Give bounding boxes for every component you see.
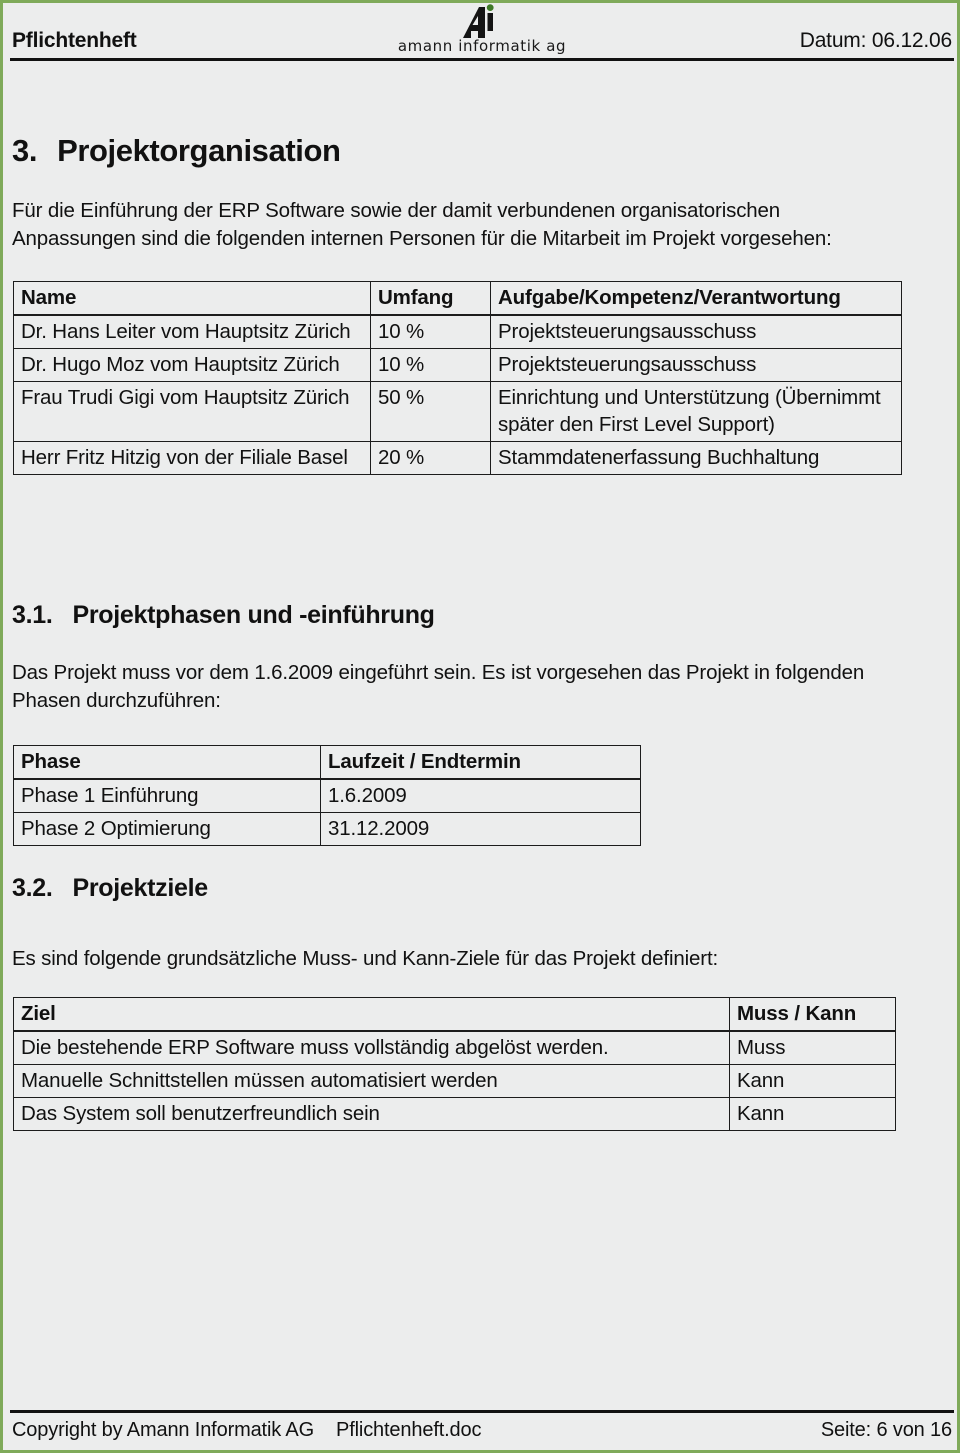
cell-muss-kann: Muss [729, 1030, 896, 1065]
cell-umfang: 10 % [370, 348, 491, 382]
heading-text: Projektziele [72, 874, 209, 902]
table-projektziele: Ziel Muss / Kann Die bestehende ERP Soft… [13, 997, 896, 1131]
footer-copyright: Copyright by Amann Informatik AG [12, 1419, 315, 1441]
document-body: 3. Projektorganisation Für die Einführung… [10, 61, 954, 1410]
table-row: Herr Fritz Hitzig von der Filiale Basel … [13, 441, 902, 475]
footer-copyright-group: Copyright by Amann Informatik AG Pflichte… [12, 1419, 481, 1442]
table-header-row: Name Umfang Aufgabe/Kompetenz/Verantwort… [13, 281, 902, 316]
cell-name: Dr. Hans Leiter vom Hauptsitz Zürich [13, 314, 371, 349]
heading-number: 3.2. [12, 874, 53, 902]
table-row: Die bestehende ERP Software muss vollstä… [13, 1030, 896, 1065]
cell-aufgabe: Stammdatenerfassung Buchhaltung [490, 441, 902, 475]
amann-a-logo-icon [458, 4, 506, 40]
table-row: Dr. Hans Leiter vom Hauptsitz Zürich 10 … [13, 314, 902, 349]
cell-name: Herr Fritz Hitzig von der Filiale Basel [13, 441, 371, 475]
cell-aufgabe: Einrichtung und Unterstützung (Übernimmt… [490, 381, 902, 442]
col-header-ziel: Ziel [13, 997, 730, 1032]
cell-phase: Phase 2 Optimierung [13, 812, 321, 846]
cell-name: Dr. Hugo Moz vom Hauptsitz Zürich [13, 348, 371, 382]
table-header-row: Phase Laufzeit / Endtermin [13, 745, 641, 780]
heading-text: Projektorganisation [57, 133, 341, 168]
cell-ziel: Manuelle Schnittstellen müssen automatis… [13, 1064, 730, 1098]
paragraph-projektorganisation-intro: Für die Einführung der ERP Software sowi… [12, 199, 832, 250]
table-projektorganisation: Name Umfang Aufgabe/Kompetenz/Verantwort… [13, 281, 902, 475]
cell-muss-kann: Kann [729, 1064, 896, 1098]
heading-projektphasen: 3.1. Projektphasen und -einführung [12, 601, 435, 630]
cell-aufgabe: Projektsteuerungsausschuss [490, 348, 902, 382]
cell-umfang: 50 % [370, 381, 491, 442]
table-projektphasen: Phase Laufzeit / Endtermin Phase 1 Einfü… [13, 745, 641, 846]
heading-projektorganisation: 3. Projektorganisation [12, 133, 341, 169]
table-row: Phase 1 Einführung 1.6.2009 [13, 778, 641, 813]
heading-number: 3. [12, 133, 38, 168]
cell-muss-kann: Kann [729, 1097, 896, 1131]
footer-filename: Pflichtenheft.doc [336, 1419, 482, 1441]
paragraph-projektphasen-intro: Das Projekt muss vor dem 1.6.2009 eingef… [12, 661, 865, 712]
heading-number: 3.1. [12, 601, 53, 629]
footer-page-number: Seite: 6 von 16 [820, 1419, 952, 1441]
page-header: Pflichtenheft amann informatik ag Datum:… [10, 3, 954, 61]
cell-aufgabe: Projektsteuerungsausschuss [490, 314, 902, 349]
cell-name: Frau Trudi Gigi vom Hauptsitz Zürich [13, 381, 371, 442]
table-row: Frau Trudi Gigi vom Hauptsitz Zürich 50 … [13, 381, 902, 442]
col-header-name: Name [13, 281, 371, 316]
col-header-phase: Phase [13, 745, 321, 780]
col-header-laufzeit: Laufzeit / Endtermin [320, 745, 641, 780]
heading-projektziele: 3.2. Projektziele [12, 874, 208, 903]
table-row: Manuelle Schnittstellen müssen automatis… [13, 1064, 896, 1098]
col-header-muss-kann: Muss / Kann [729, 997, 896, 1032]
cell-phase: Phase 1 Einführung [13, 778, 321, 813]
col-header-umfang: Umfang [370, 281, 491, 316]
page-footer: Copyright by Amann Informatik AG Pflichte… [10, 1410, 954, 1448]
cell-ziel: Das System soll benutzerfreundlich sein [13, 1097, 730, 1131]
cell-laufzeit: 1.6.2009 [320, 778, 641, 813]
col-header-aufgabe: Aufgabe/Kompetenz/Verantwortung [490, 281, 902, 316]
table-header-row: Ziel Muss / Kann [13, 997, 896, 1032]
heading-text: Projektphasen und -einführung [72, 601, 435, 629]
table-row: Das System soll benutzerfreundlich sein … [13, 1097, 896, 1131]
cell-ziel: Die bestehende ERP Software muss vollstä… [13, 1030, 730, 1065]
cell-umfang: 10 % [370, 314, 491, 349]
table-row: Phase 2 Optimierung 31.12.2009 [13, 812, 641, 846]
header-document-title: Pflichtenheft [12, 29, 137, 52]
cell-umfang: 20 % [370, 441, 491, 475]
company-logo: amann informatik ag [377, 4, 587, 58]
cell-laufzeit: 31.12.2009 [320, 812, 641, 846]
company-logo-wordmark: amann informatik ag [397, 37, 567, 55]
paragraph-projektziele-intro: Es sind folgende grundsätzliche Muss- un… [12, 947, 719, 970]
table-row: Dr. Hugo Moz vom Hauptsitz Zürich 10 % P… [13, 348, 902, 382]
header-date: Datum: 06.12.06 [799, 29, 952, 52]
